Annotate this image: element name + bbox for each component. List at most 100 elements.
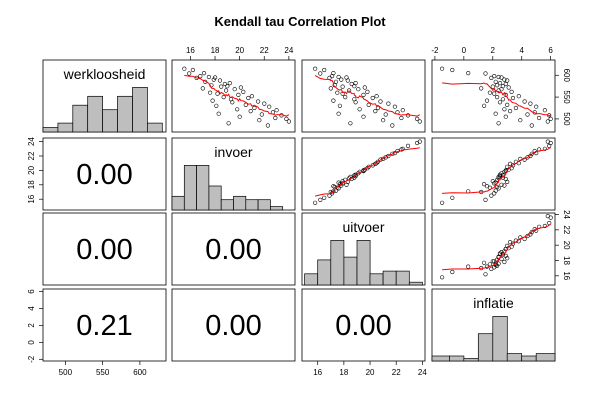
- scatter-point: [236, 92, 241, 97]
- scatter-point: [230, 100, 235, 105]
- scatter-point: [381, 118, 386, 123]
- histogram-bar: [117, 95, 133, 133]
- histogram-bar: [431, 355, 450, 362]
- panel-frame: [301, 137, 426, 211]
- scatter-point: [357, 107, 362, 112]
- scatter-point: [259, 112, 264, 117]
- scatter-point: [415, 116, 420, 121]
- y-tick-label: 4: [27, 306, 36, 311]
- scatter-point: [210, 98, 215, 103]
- scatter-point: [492, 91, 497, 96]
- scatter-point: [516, 94, 521, 99]
- histogram-bar: [245, 199, 259, 211]
- scatter-point: [493, 111, 498, 116]
- scatter-point: [331, 189, 336, 194]
- panel-frame: [171, 288, 296, 362]
- scatter-point: [375, 159, 381, 164]
- scatter-point: [479, 86, 484, 91]
- histogram-bar: [317, 259, 332, 286]
- histogram-bar: [270, 206, 284, 211]
- histogram-bar: [147, 122, 163, 133]
- scatter-point: [336, 74, 341, 80]
- scatter-point: [215, 91, 220, 96]
- scatter-point: [536, 115, 542, 121]
- scatter-point: [257, 118, 262, 123]
- y-tick-label: 24: [27, 137, 36, 146]
- scatter-point: [497, 80, 503, 86]
- scatter-point: [450, 269, 455, 275]
- scatter-point: [345, 78, 350, 83]
- scatter-point: [545, 214, 550, 219]
- scatter-point: [500, 97, 506, 102]
- scatter-point: [392, 104, 398, 109]
- panel-frame: [42, 137, 167, 211]
- scatter-point: [340, 84, 345, 89]
- y-tick-label: 500: [562, 112, 571, 126]
- scatter-point: [318, 197, 323, 202]
- scatter-point: [529, 123, 534, 128]
- x-tick-label: 500: [59, 368, 73, 377]
- scatter-point: [495, 263, 500, 269]
- scatter-point: [237, 114, 242, 119]
- y-tick-label: 24: [562, 210, 571, 219]
- histogram-bar: [477, 333, 494, 362]
- histogram-bar: [521, 355, 537, 362]
- scatter-point: [505, 256, 510, 261]
- scatter-point: [490, 84, 495, 89]
- scatter-point: [248, 108, 253, 114]
- scatter-point: [545, 119, 550, 124]
- scatter-point: [529, 151, 534, 156]
- y-tick-label: 2: [27, 323, 36, 328]
- scatter-point: [232, 87, 237, 92]
- correlation-value: 0.00: [335, 310, 391, 342]
- smooth-line: [184, 74, 290, 117]
- scatter-point: [224, 88, 229, 93]
- scatter-point: [506, 85, 511, 90]
- scatter-point: [182, 66, 187, 71]
- scatter-point: [489, 193, 494, 198]
- scatter-point: [374, 94, 379, 99]
- scatter-point: [327, 193, 332, 198]
- scatter-point: [496, 174, 501, 179]
- y-tick-label: -2: [27, 355, 36, 363]
- scatter-point: [502, 183, 507, 188]
- scatter-point: [366, 164, 371, 169]
- scatter-point: [187, 71, 192, 76]
- scatter-point: [492, 73, 497, 79]
- scatter-point: [222, 81, 227, 87]
- scatter-point: [440, 200, 445, 205]
- correlation-value: 0.00: [205, 310, 261, 342]
- chart-title: Kendall tau Correlation Plot: [214, 14, 386, 29]
- scatter-point: [497, 172, 503, 177]
- histogram-bar: [463, 358, 479, 362]
- scatter-point: [313, 200, 318, 205]
- scatter-point: [489, 266, 494, 272]
- scatter-point: [502, 77, 507, 82]
- scatter-point: [238, 85, 243, 90]
- scatter-point: [390, 151, 395, 156]
- y-tick-label: 22: [562, 225, 571, 234]
- panel-frame: [431, 59, 556, 133]
- scatter-point: [365, 89, 370, 94]
- scatter-point: [493, 188, 498, 193]
- scatter-point: [373, 161, 378, 166]
- scatter-point: [503, 114, 508, 119]
- scatter-point: [495, 184, 500, 190]
- panel-frame: [171, 212, 296, 286]
- panel-frame: [431, 212, 556, 286]
- y-tick-label: 20: [562, 241, 571, 250]
- scatter-point: [226, 121, 231, 126]
- scatter-point: [496, 121, 501, 126]
- histogram-bar: [233, 195, 247, 211]
- y-tick-label: 18: [27, 180, 36, 189]
- scatter-point: [505, 78, 510, 83]
- scatter-point: [246, 95, 251, 101]
- scatter-point: [490, 259, 495, 264]
- x-tick-label: 22: [392, 368, 401, 377]
- scatter-point: [284, 116, 289, 121]
- x-tick-label: 22: [260, 46, 269, 55]
- scatter-point: [241, 89, 246, 94]
- scatter-point: [265, 123, 271, 128]
- panel-frame: [431, 137, 556, 211]
- histogram-bar: [171, 195, 185, 211]
